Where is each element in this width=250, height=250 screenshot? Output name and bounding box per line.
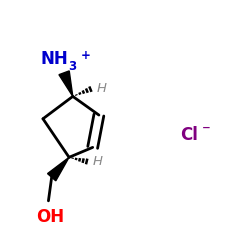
- Text: Cl: Cl: [180, 126, 198, 144]
- Text: 3: 3: [68, 60, 76, 72]
- Text: OH: OH: [36, 208, 64, 226]
- Polygon shape: [59, 71, 73, 96]
- Text: H: H: [93, 154, 103, 168]
- Text: ⁻: ⁻: [202, 122, 211, 140]
- Text: H: H: [96, 82, 106, 96]
- Text: NH: NH: [40, 50, 68, 68]
- Text: +: +: [80, 48, 90, 62]
- Polygon shape: [48, 157, 69, 181]
